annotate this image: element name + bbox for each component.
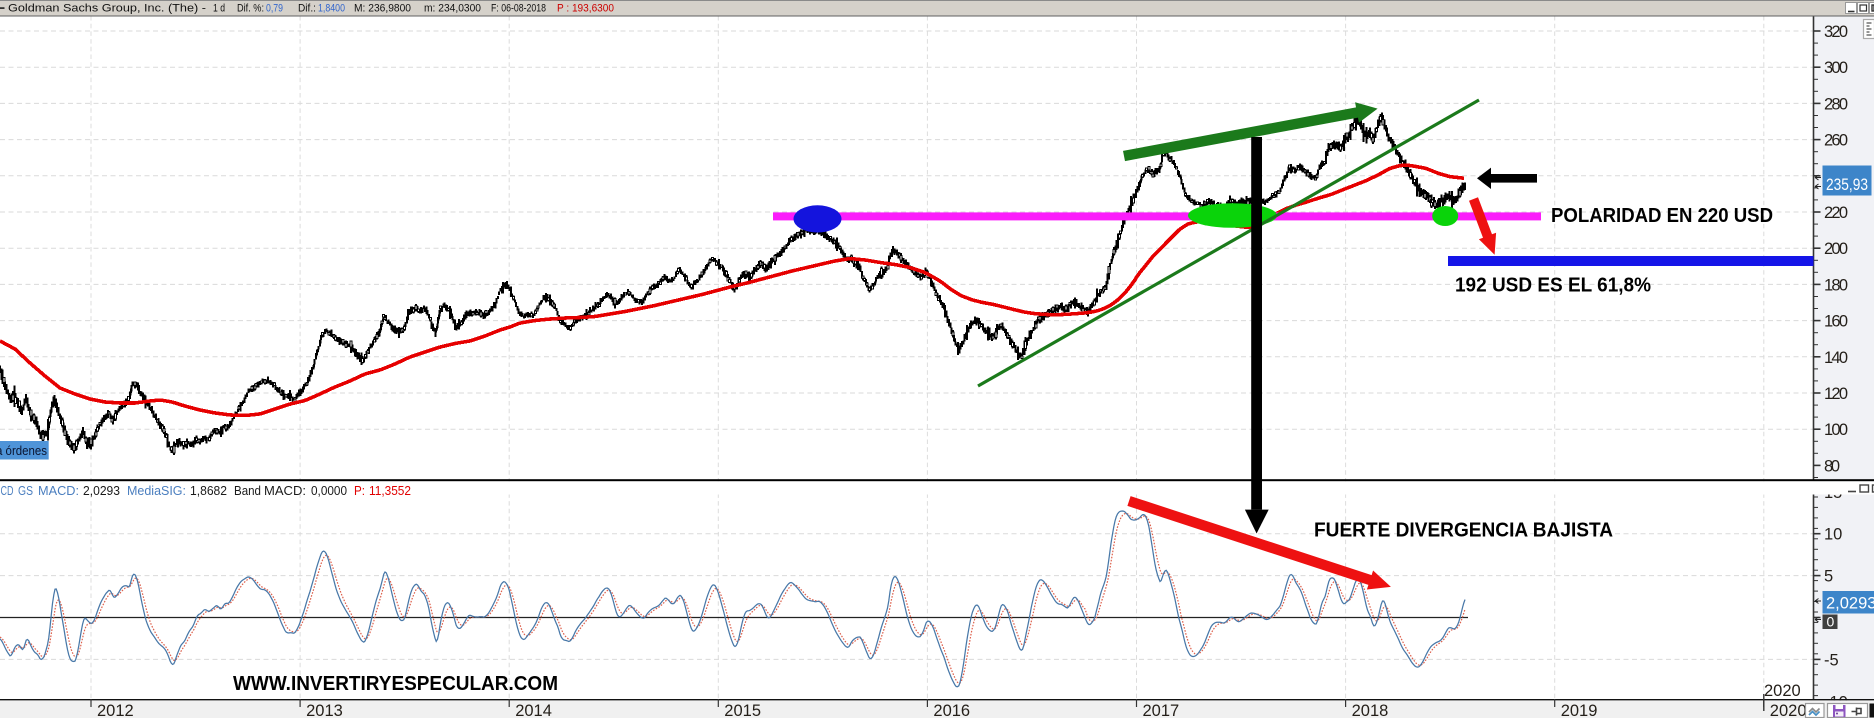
- svg-text:10: 10: [1824, 526, 1842, 544]
- svg-text:Band: Band: [234, 483, 261, 498]
- svg-text:Dif. %:: Dif. %:: [237, 3, 264, 15]
- svg-text:0: 0: [1827, 614, 1835, 630]
- svg-text:WWW.INVERTIRYESPECULAR.COM: WWW.INVERTIRYESPECULAR.COM: [233, 673, 558, 695]
- svg-text:MACD:: MACD:: [264, 483, 306, 498]
- svg-text:0,0000: 0,0000: [311, 483, 347, 498]
- svg-text:GS: GS: [18, 483, 33, 498]
- svg-text:120: 120: [1824, 385, 1848, 403]
- svg-text:2015: 2015: [724, 702, 761, 718]
- svg-text:180: 180: [1824, 276, 1848, 294]
- svg-text:280: 280: [1824, 95, 1848, 113]
- svg-text:P:: P:: [354, 483, 365, 498]
- svg-text:2017: 2017: [1143, 702, 1180, 718]
- svg-text:1 d: 1 d: [213, 3, 225, 15]
- svg-text:2020: 2020: [1764, 682, 1801, 700]
- svg-text:200: 200: [1824, 240, 1848, 258]
- svg-text:2,0293: 2,0293: [83, 483, 120, 498]
- svg-text:2014: 2014: [515, 702, 552, 718]
- svg-text:MediaSIG:: MediaSIG:: [127, 483, 186, 498]
- svg-text:2016: 2016: [933, 702, 970, 718]
- svg-text:140: 140: [1824, 349, 1848, 367]
- svg-text:POLARIDAD EN 220 USD: POLARIDAD EN 220 USD: [1551, 205, 1773, 227]
- svg-text:1,8682: 1,8682: [190, 483, 227, 498]
- svg-text:160: 160: [1824, 313, 1848, 331]
- svg-text:2020: 2020: [1770, 702, 1807, 718]
- svg-text:a órdenes: a órdenes: [0, 443, 47, 458]
- svg-text:1,8400: 1,8400: [318, 3, 345, 15]
- svg-text:Goldman Sachs Group, Inc. (The: Goldman Sachs Group, Inc. (The) -: [8, 3, 206, 15]
- svg-text:2018: 2018: [1352, 702, 1389, 718]
- svg-text:100: 100: [1824, 421, 1848, 439]
- svg-text:220: 220: [1824, 204, 1848, 222]
- svg-text:235,93: 235,93: [1826, 176, 1868, 194]
- svg-text:300: 300: [1824, 59, 1848, 77]
- svg-text:m: 234,0300: m: 234,0300: [424, 3, 481, 15]
- svg-text:320: 320: [1824, 23, 1848, 41]
- svg-text:0,79: 0,79: [266, 3, 283, 15]
- svg-text:2013: 2013: [306, 702, 343, 718]
- svg-text:2019: 2019: [1561, 702, 1598, 718]
- svg-text:2,0293: 2,0293: [1826, 595, 1874, 613]
- svg-text:-5: -5: [1824, 651, 1839, 669]
- svg-text:11,3552: 11,3552: [369, 483, 411, 498]
- svg-text:2012: 2012: [97, 702, 134, 718]
- svg-text:CD: CD: [1, 483, 14, 498]
- svg-text:260: 260: [1824, 132, 1848, 150]
- svg-text:P : 193,6300: P : 193,6300: [557, 3, 614, 15]
- svg-text:80: 80: [1824, 457, 1840, 475]
- svg-text:FUERTE DIVERGENCIA BAJISTA: FUERTE DIVERGENCIA BAJISTA: [1314, 520, 1613, 542]
- svg-text:MACD:: MACD:: [38, 483, 79, 498]
- svg-text:Dif.:: Dif.:: [298, 3, 316, 15]
- svg-text:M: 236,9800: M: 236,9800: [354, 3, 411, 15]
- svg-text:192 USD ES EL 61,8%: 192 USD ES EL 61,8%: [1455, 275, 1651, 297]
- svg-text:5: 5: [1824, 568, 1833, 586]
- svg-text:F: 06-08-2018: F: 06-08-2018: [491, 3, 546, 15]
